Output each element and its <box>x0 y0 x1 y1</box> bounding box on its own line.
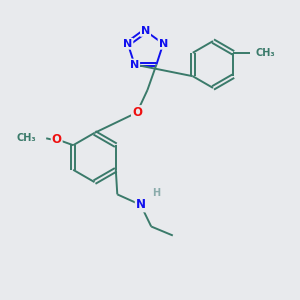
Text: N: N <box>130 59 139 70</box>
Text: N: N <box>136 198 146 212</box>
Text: CH₃: CH₃ <box>16 133 36 143</box>
Text: O: O <box>52 133 62 146</box>
Text: N: N <box>123 39 132 49</box>
Text: N: N <box>159 39 168 49</box>
Text: N: N <box>141 26 150 36</box>
Text: O: O <box>132 106 142 119</box>
Text: H: H <box>152 188 160 199</box>
Text: CH₃: CH₃ <box>256 48 275 58</box>
